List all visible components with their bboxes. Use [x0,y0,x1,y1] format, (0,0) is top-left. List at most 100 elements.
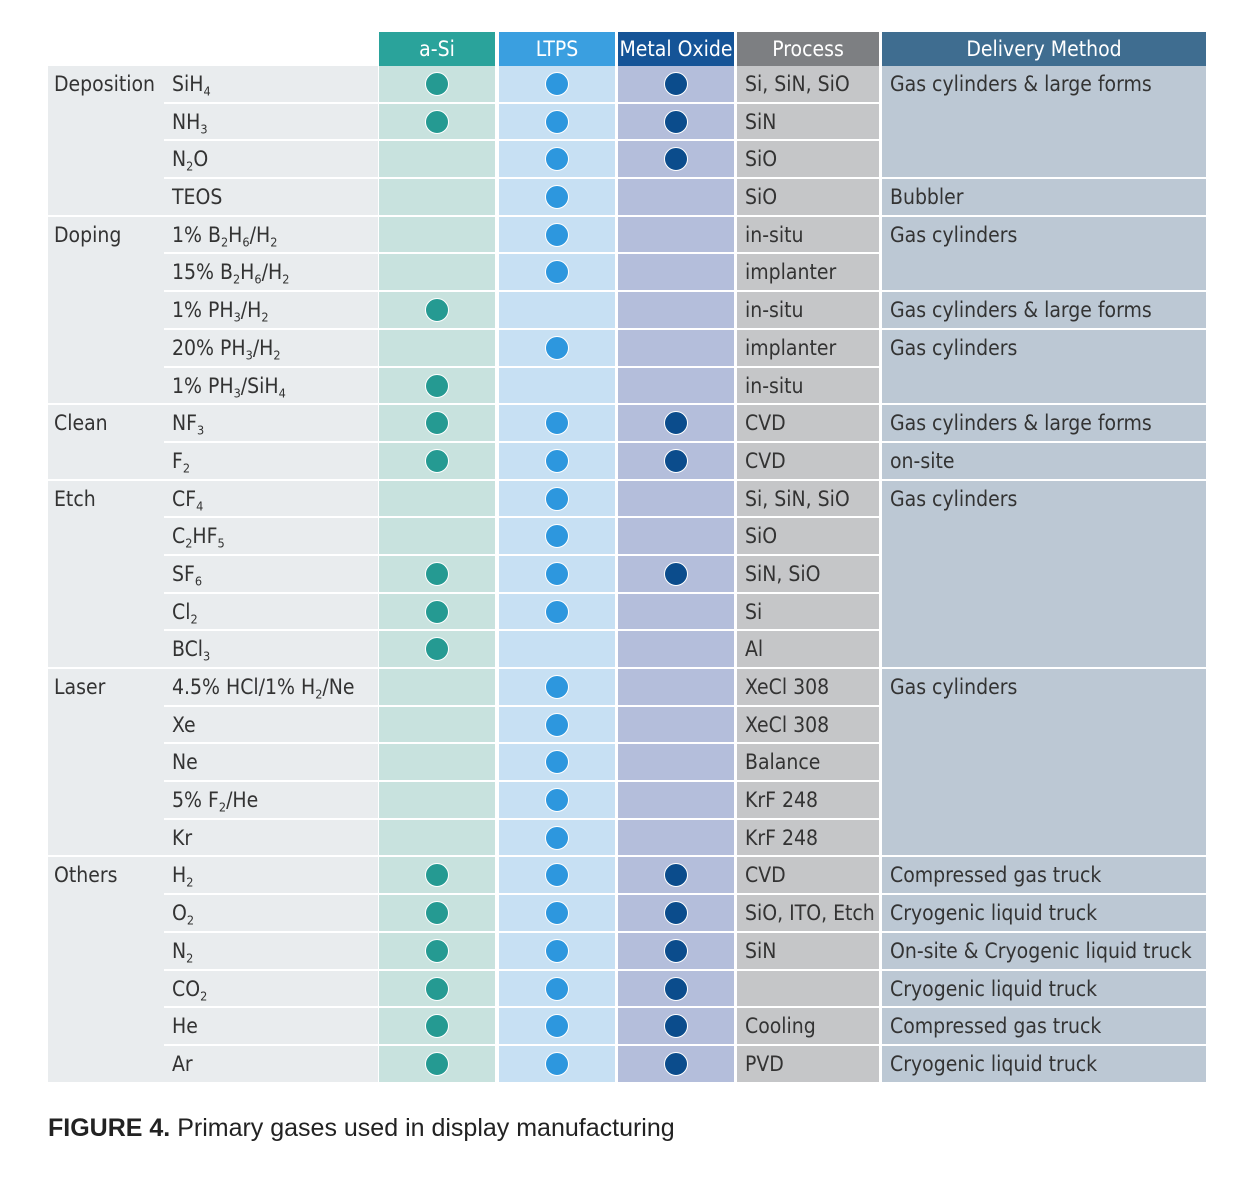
ltps-dot-marker [545,599,569,624]
process-text: XeCl 308 [745,712,830,737]
gas-cell: 1% PH3/H2 [164,292,378,330]
process-text: SiN [745,109,777,134]
table-row: Kr KrF 248 [48,819,1206,858]
ltps-dot-marker [545,147,569,172]
process-cell [737,970,879,1009]
metal-oxide-cell [618,782,734,820]
a-si-cell [379,1045,495,1084]
ltps-cell [499,1045,615,1084]
gas-cell: TEOS [164,179,378,217]
delivery-cell [882,367,1206,406]
gas-cell: NH3 [164,103,378,142]
table-row: 15% B2H6/H2 implanter [48,254,1206,293]
process-cell: Si [737,593,879,632]
a-si-cell [379,518,495,556]
gas-name: 15% B2H6/H2 [172,260,290,287]
ltps-cell [499,367,615,406]
delivery-text: Bubbler [890,185,964,210]
gas-name: 4.5% HCl/1% H2/Ne [172,675,355,702]
group-cell [48,744,164,783]
a-si-dot-marker [425,561,449,586]
delivery-text: on-site [890,448,955,473]
process-cell: CVD [737,405,879,443]
process-text: PVD [745,1051,784,1076]
a-si-dot-marker [425,976,449,1001]
gas-cell: O2 [164,895,378,933]
a-si-cell [379,292,495,330]
table-row: Etch CF4 Si, SiN, SiO Gas cylinders [48,480,1206,519]
gas-cell: NF3 [164,405,378,443]
metal-oxide-cell [618,932,734,971]
a-si-cell [379,141,495,180]
a-si-dot-marker [425,938,449,963]
a-si-cell [379,480,495,519]
ltps-dot-marker [545,675,569,699]
ltps-dot-marker [545,185,569,210]
table-row: Ne Balance [48,744,1206,783]
a-si-dot-marker [425,901,449,926]
delivery-cell: Compressed gas truck [882,857,1206,896]
a-si-dot-marker [425,72,449,96]
table-row: Ar PVD Cryogenic liquid truck [48,1045,1206,1084]
metal-oxide-cell [618,518,734,556]
ltps-cell [499,442,615,481]
gas-name: H2 [172,863,194,890]
process-cell: XeCl 308 [737,706,879,745]
delivery-cell: On-site & Cryogenic liquid truck [882,932,1206,971]
gas-cell: H2 [164,857,378,896]
delivery-cell: Gas cylinders [882,669,1206,707]
group-cell [48,1045,164,1084]
delivery-cell: Gas cylinders & large forms [882,66,1206,104]
a-si-cell [379,103,495,142]
gas-cell: 4.5% HCl/1% H2/Ne [164,669,378,707]
ltps-cell [499,292,615,330]
ltps-dot-marker [545,109,569,134]
gas-cell: SiH4 [164,66,378,104]
a-si-dot-marker [425,411,449,436]
header-delivery-method: Delivery Method [882,32,1206,66]
table-row: 5% F2/He KrF 248 [48,782,1206,820]
a-si-cell [379,367,495,406]
gas-name: 5% F2/He [172,788,259,815]
group-cell [48,1008,164,1046]
ltps-dot-marker [545,976,569,1001]
metal-oxide-cell [618,744,734,783]
process-cell: Al [737,631,879,669]
process-cell: SiN [737,932,879,971]
delivery-cell: Gas cylinders & large forms [882,292,1206,330]
process-text: Al [745,637,764,662]
ltps-cell [499,405,615,443]
delivery-text: Gas cylinders [890,675,1018,699]
delivery-cell: Compressed gas truck [882,1008,1206,1046]
process-cell: in-situ [737,367,879,406]
gas-cell: F2 [164,442,378,481]
ltps-cell [499,329,615,368]
metal-oxide-dot-marker [664,448,688,473]
metal-oxide-cell [618,895,734,933]
delivery-text: Gas cylinders [890,222,1018,247]
delivery-text: Compressed gas truck [890,863,1102,888]
group-cell [48,367,164,406]
table-row: C2HF5 SiO [48,518,1206,556]
process-text: implanter [745,335,837,360]
delivery-cell: Cryogenic liquid truck [882,895,1206,933]
gas-cell: N2 [164,932,378,971]
table-row: N2O SiO [48,141,1206,180]
delivery-text: Cryogenic liquid truck [890,1051,1098,1076]
delivery-cell [882,141,1206,180]
gas-name: He [172,1014,198,1039]
gas-name: 20% PH3/H2 [172,335,281,363]
a-si-cell [379,857,495,896]
ltps-cell [499,66,615,104]
delivery-text: Gas cylinders [890,335,1018,360]
table-row: Deposition SiH4 Si, SiN, SiO Gas cylinders … [48,66,1206,104]
gas-name: O2 [172,901,195,928]
process-text: Cooling [745,1014,816,1039]
gas-cell: BCl3 [164,631,378,669]
a-si-cell [379,405,495,443]
metal-oxide-cell [618,179,734,217]
ltps-cell [499,141,615,180]
gas-cell: C2HF5 [164,518,378,556]
gas-cell: CO2 [164,970,378,1009]
group-cell [48,329,164,368]
